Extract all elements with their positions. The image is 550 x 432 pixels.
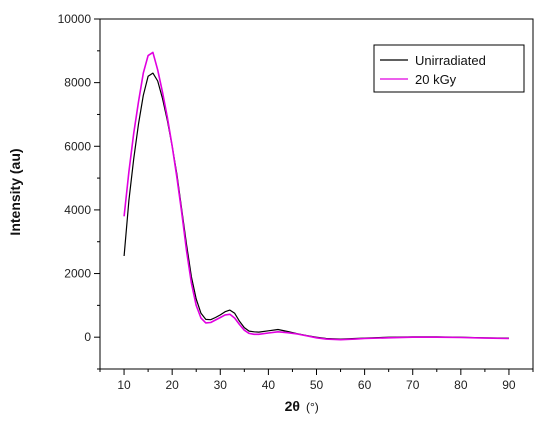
series-line-unirradiated: [123, 72, 509, 340]
legend: Unirradiated 20 kGy: [373, 44, 525, 93]
y-axis-ticks: 0 2000 4000 6000 8000 10000: [58, 12, 100, 370]
x-tick-label: 10: [117, 378, 131, 392]
x-tick-label: 40: [262, 378, 276, 392]
y-tick-label: 10000: [58, 12, 92, 26]
legend-label-unirradiated: Unirradiated: [415, 53, 486, 68]
plot-lines: [123, 51, 509, 341]
x-axis-label-symbol: 2θ: [285, 398, 300, 414]
legend-label-20kgy: 20 kGy: [415, 72, 457, 87]
x-tick-label: 20: [165, 378, 179, 392]
y-axis-label: Intensity (au): [7, 148, 23, 235]
x-tick-label: 70: [406, 378, 420, 392]
y-tick-label: 0: [84, 330, 91, 344]
x-tick-label: 80: [454, 378, 468, 392]
x-axis-ticks: 10 20 30 40 50 60 70 80 90: [99, 369, 534, 392]
plot-frame: [99, 18, 534, 370]
y-tick-label: 2000: [64, 267, 91, 281]
series-line-20kgy: [123, 51, 509, 341]
y-tick-label: 8000: [64, 76, 91, 90]
y-tick-label: 6000: [64, 139, 91, 153]
x-tick-label: 90: [502, 378, 516, 392]
legend-box: [373, 44, 525, 93]
x-axis-label: 2θ (°): [285, 398, 319, 414]
x-tick-label: 60: [358, 378, 372, 392]
x-axis-label-unit: (°): [306, 400, 319, 414]
x-tick-label: 30: [214, 378, 228, 392]
y-tick-label: 4000: [64, 203, 91, 217]
x-tick-label: 50: [310, 378, 324, 392]
